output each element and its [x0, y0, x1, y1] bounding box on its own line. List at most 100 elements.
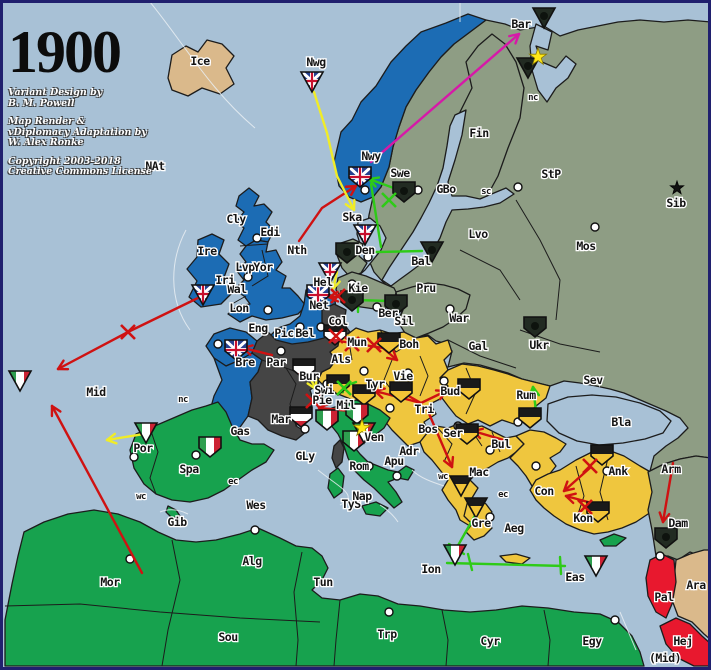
territory-label-Ukr: Ukr [529, 338, 549, 352]
territory-label-Mar: Mar [271, 412, 291, 426]
unit-italy-army[interactable] [315, 409, 339, 433]
unit-russia-army[interactable] [340, 290, 364, 314]
territory-label-Hej: Hej [673, 634, 692, 648]
territory-label-Bal: Bal [411, 254, 431, 268]
supply-center [384, 607, 394, 617]
territory-label-GLy: GLy [295, 449, 315, 463]
territory-label-Pru: Pru [416, 281, 435, 295]
territory-label-Kon: Kon [573, 511, 593, 525]
territory-label-Ice: Ice [190, 54, 210, 68]
territory-label-Ska: Ska [342, 210, 362, 224]
territory-label-Tri: Tri [414, 402, 434, 416]
territory-label-GBo: GBo [436, 182, 456, 196]
territory-label-Vie: Vie [393, 369, 413, 383]
territory-label-Pie: Pie [312, 393, 332, 407]
territory-label-Bel: Bel [295, 326, 315, 340]
supply-center [392, 471, 402, 481]
unit-austria-army[interactable] [352, 384, 376, 408]
territory-label-Ven: Ven [364, 430, 384, 444]
unit-russia-army[interactable] [392, 181, 416, 205]
unit-russia-army[interactable] [523, 316, 547, 340]
supply-center [485, 512, 495, 522]
sea-white-sea[interactable] [529, 23, 577, 103]
territory-label-Lvp: Lvp [235, 260, 255, 274]
territory-label-Edi: Edi [260, 225, 280, 239]
territory-label-Den: Den [355, 243, 375, 257]
territory-label-Rom: Rom [349, 459, 369, 473]
region-england[interactable] [227, 239, 307, 323]
unit-russia-army[interactable] [384, 294, 408, 318]
order-arrow-red [419, 389, 448, 405]
unit-austria-army[interactable] [455, 423, 479, 447]
supply-center [263, 305, 273, 315]
unit-germany-army[interactable] [292, 358, 316, 382]
supply-center [250, 525, 260, 535]
supply-center [360, 185, 370, 195]
territory-label-Pal: Pal [654, 590, 674, 604]
territory-label-Gib: Gib [167, 515, 187, 529]
supply-center [655, 551, 665, 561]
territory-label-Col: Col [328, 314, 348, 328]
region-hejaz[interactable] [659, 617, 711, 667]
supply-center [359, 366, 369, 376]
territory-label-Lvo: Lvo [468, 227, 488, 241]
supply-center [295, 322, 305, 332]
territory-label-Lon: Lon [229, 301, 249, 315]
dislodge-star [352, 417, 372, 437]
sea-black-sea[interactable] [546, 394, 672, 446]
unit-italy-army[interactable] [198, 436, 222, 460]
unit-austria-army[interactable] [389, 381, 413, 405]
territory-label-Mid: (Mid) [649, 651, 681, 665]
territory-label-StP: StP [541, 167, 561, 181]
region-corsica[interactable] [331, 439, 345, 469]
territory-label-Rum: Rum [516, 388, 536, 402]
supply-center [252, 233, 262, 243]
territory-label-Mos: Mos [576, 239, 595, 253]
region-norway[interactable] [333, 13, 487, 203]
territory-label-Sou: Sou [218, 630, 237, 644]
unit-austria-army[interactable] [326, 374, 350, 398]
territory-label-Bul: Bul [491, 437, 511, 451]
region-italy[interactable] [321, 399, 415, 509]
territory-label-Nth: Nth [287, 243, 307, 257]
failed-order-x [381, 192, 397, 208]
failed-order-x [577, 499, 593, 515]
failed-order-x [328, 328, 344, 344]
order-arrow-yellow [306, 372, 318, 391]
unit-austria-army[interactable] [586, 501, 610, 525]
territory-label-Swe: Swe [390, 166, 410, 180]
territory-label-Ara: Ara [686, 578, 706, 592]
territory-label-Ber: Ber [378, 306, 398, 320]
territory-label-sc: sc [481, 187, 491, 197]
territory-label-Gre: Gre [471, 516, 491, 530]
failed-order-x [305, 393, 321, 409]
unit-austria-army[interactable] [590, 444, 614, 468]
region-iceland[interactable] [167, 39, 235, 97]
region-palestine[interactable] [645, 553, 677, 619]
order-arrow-green [374, 249, 424, 254]
region-gibraltar[interactable] [165, 505, 181, 519]
territory-label-Aeg: Aeg [504, 521, 524, 535]
territory-label-Apu: Apu [384, 454, 403, 468]
region-iberia[interactable] [129, 401, 275, 503]
region-cyprus[interactable] [599, 533, 627, 547]
territory-label-Adr: Adr [399, 444, 419, 458]
territory-label-Gal: Gal [468, 339, 488, 353]
territory-label-Boh: Boh [399, 337, 419, 351]
region-sardinia[interactable] [327, 467, 345, 499]
failed-order-x [336, 380, 352, 396]
order-arrow-green [445, 561, 567, 568]
unit-russia-army[interactable] [335, 242, 359, 266]
unit-russia-army[interactable] [654, 527, 678, 551]
supply-center [191, 450, 201, 460]
region-prussia-silesia[interactable] [395, 282, 471, 339]
territory-label-ec: ec [498, 490, 508, 500]
unit-austria-army[interactable] [457, 378, 481, 402]
territory-label-Por: Por [133, 441, 153, 455]
region-crete[interactable] [499, 553, 531, 565]
unit-austria-army[interactable] [518, 407, 542, 431]
province-borders [4, 199, 609, 667]
supply-center [403, 368, 413, 378]
failed-order-x [366, 337, 382, 353]
